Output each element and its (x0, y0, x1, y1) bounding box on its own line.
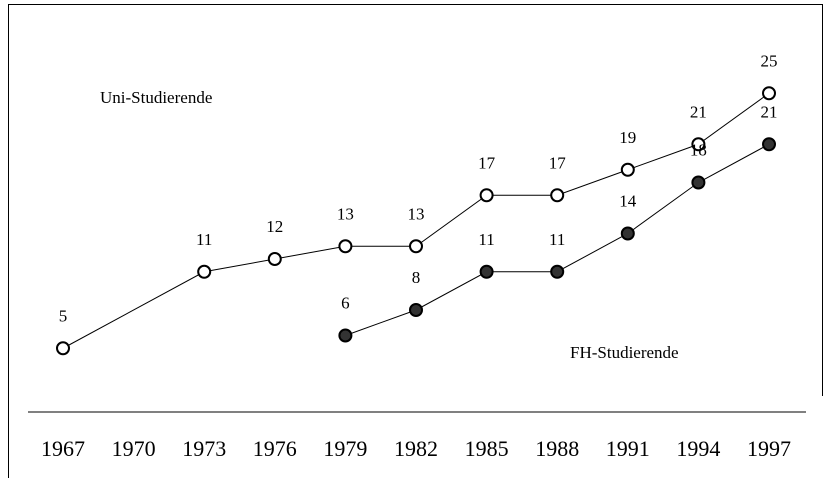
series-line (62, 92, 770, 349)
point (691, 175, 706, 190)
point (620, 226, 635, 241)
value-label: 13 (337, 204, 354, 223)
point (550, 264, 565, 279)
point (550, 188, 565, 203)
point (338, 239, 353, 254)
point (762, 137, 776, 152)
value-label: 5 (59, 306, 68, 325)
value-label: 19 (619, 128, 636, 147)
value-label: 17 (478, 153, 496, 172)
value-label: 12 (266, 217, 283, 236)
point (479, 188, 494, 203)
point (479, 264, 494, 279)
x-tick-label: 1970 (112, 436, 156, 461)
point (620, 162, 635, 177)
point (691, 137, 706, 152)
value-label: 13 (408, 204, 425, 223)
x-tick-label: 1967 (41, 436, 85, 461)
point (56, 341, 70, 356)
value-label: 17 (549, 153, 567, 172)
value-label: 18 (690, 141, 707, 160)
value-label: 11 (196, 230, 212, 249)
x-tick-label: 1994 (676, 436, 720, 461)
value-label: 6 (341, 294, 350, 313)
point (409, 303, 423, 317)
point (338, 328, 353, 343)
value-label: 21 (761, 102, 778, 121)
series-label: FH-Studierende (570, 343, 679, 362)
x-tick-label: 1997 (747, 436, 791, 461)
point (762, 86, 776, 101)
value-label: 14 (619, 192, 637, 211)
point (197, 264, 212, 279)
point (267, 252, 282, 266)
x-tick-label: 1979 (323, 436, 367, 461)
x-tick-label: 1973 (182, 436, 226, 461)
x-tick-label: 1982 (394, 436, 438, 461)
value-label: 8 (412, 268, 421, 287)
series-label: Uni-Studierende (100, 88, 212, 107)
x-tick-label: 1985 (465, 436, 509, 461)
x-tick-label: 1988 (535, 436, 579, 461)
x-tick-label: 1991 (606, 436, 650, 461)
value-label: 11 (478, 230, 494, 249)
point (409, 239, 423, 254)
value-label: 11 (549, 230, 565, 249)
x-tick-label: 1976 (253, 436, 297, 461)
value-label: 25 (761, 51, 778, 70)
value-label: 21 (690, 102, 707, 121)
